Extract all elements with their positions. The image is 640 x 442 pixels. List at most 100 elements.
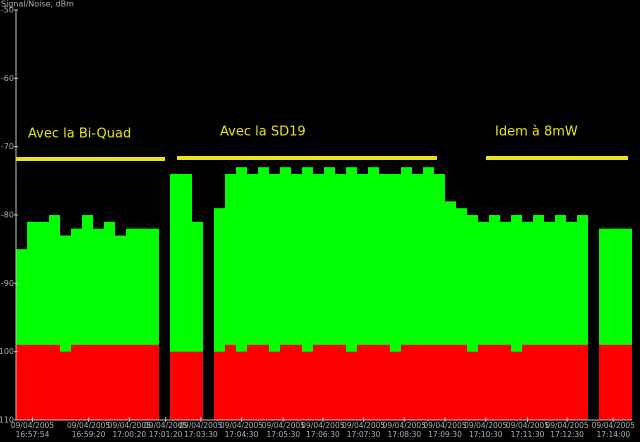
bar (115, 344, 126, 420)
bar (357, 344, 368, 420)
bar (247, 174, 258, 420)
bar (500, 221, 511, 420)
bar (511, 215, 522, 420)
x-tick-label: 09/04/2005 17:01:20 (143, 421, 188, 439)
y-tick-label: -110 (0, 416, 14, 425)
bar (148, 228, 159, 420)
bar (445, 201, 456, 420)
bar (621, 228, 632, 420)
bar (247, 344, 258, 420)
bar (170, 174, 181, 420)
bar (302, 351, 313, 420)
bar (170, 351, 181, 420)
bar (126, 344, 137, 420)
bar (390, 174, 401, 420)
bar (577, 215, 588, 420)
bar (280, 344, 291, 420)
bar (412, 344, 423, 420)
bar (467, 215, 478, 420)
bar (137, 228, 148, 420)
bar (434, 174, 445, 420)
bar (302, 167, 313, 420)
bar (544, 344, 555, 420)
annotation: Idem à 8mW (495, 125, 578, 140)
bar (192, 221, 203, 420)
bar (258, 167, 269, 420)
bar (93, 228, 104, 420)
bar (346, 351, 357, 420)
bar (49, 215, 60, 420)
bar (599, 228, 610, 420)
bar (511, 351, 522, 420)
bar (313, 174, 324, 420)
bar (291, 174, 302, 420)
bar (489, 344, 500, 420)
bar (401, 167, 412, 420)
bar (500, 344, 511, 420)
bar (379, 174, 390, 420)
bar (104, 344, 115, 420)
x-tick-label: 09/04/2005 17:10:30 (464, 421, 508, 439)
x-tick-label: 09/04/2005 17:03:30 (179, 421, 223, 439)
bar (346, 167, 357, 420)
x-tick-label: 09/04/2005 17:06:30 (301, 421, 345, 439)
bar (390, 351, 401, 420)
bar (401, 344, 412, 420)
bar (181, 351, 192, 420)
y-tick-label: -60 (1, 74, 14, 83)
bar (93, 344, 104, 420)
bar (214, 351, 225, 420)
bar (137, 344, 148, 420)
y-tick-label: -90 (1, 279, 14, 288)
bar (280, 167, 291, 420)
bar (16, 344, 27, 420)
bar (148, 344, 159, 420)
x-tick-label: 09/04/2005 17:09:30 (423, 421, 467, 439)
x-tick-label: 09/04/2005 17:04:30 (219, 421, 264, 439)
annotation-line (486, 156, 628, 160)
bar (577, 344, 588, 420)
bar (27, 221, 38, 420)
x-tick-label: 09/04/2005 16:59:20 (66, 421, 111, 439)
bar (555, 215, 566, 420)
bar (335, 174, 346, 420)
bar (610, 228, 621, 420)
bar (599, 344, 610, 420)
x-tick-label: 09/04/2005 17:07:30 (341, 421, 386, 439)
bar (225, 174, 236, 420)
bar (214, 208, 225, 420)
bar (566, 344, 577, 420)
bar (258, 344, 269, 420)
bar (82, 344, 93, 420)
bar (621, 344, 632, 420)
bar (357, 174, 368, 420)
annotation-line (177, 156, 437, 160)
annotation-line (16, 157, 165, 161)
x-tick-label: 09/04/2005 17:11:30 (505, 421, 550, 439)
bar (71, 228, 82, 420)
bar (236, 351, 247, 420)
y-tick-label: -100 (0, 347, 14, 356)
bar (181, 174, 192, 420)
bar (489, 215, 500, 420)
bar (324, 344, 335, 420)
bar (49, 344, 60, 420)
x-tick-label: 09/04/2005 17:08:30 (382, 421, 426, 439)
bar (27, 344, 38, 420)
bar (566, 221, 577, 420)
bar (82, 215, 93, 420)
bar (368, 167, 379, 420)
bar (533, 344, 544, 420)
bar (456, 344, 467, 420)
x-tick-label: 09/04/2005 17:00:20 (107, 421, 151, 439)
bar (467, 351, 478, 420)
bar (478, 344, 489, 420)
bar (126, 228, 137, 420)
bar (544, 221, 555, 420)
bar (104, 221, 115, 420)
y-tick-label: -50 (1, 6, 14, 15)
bar (115, 235, 126, 420)
x-tick-label: 09/04/2005 17:14:00 (591, 421, 635, 439)
